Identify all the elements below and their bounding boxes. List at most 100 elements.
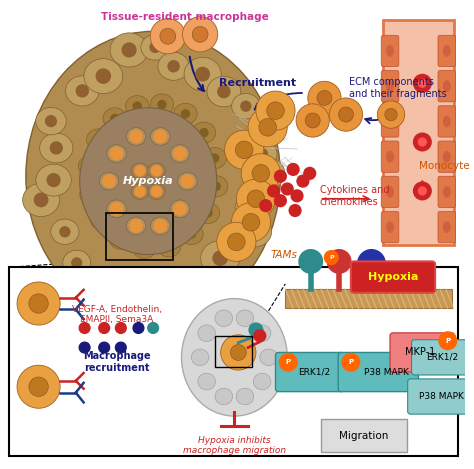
FancyBboxPatch shape	[381, 212, 399, 243]
FancyBboxPatch shape	[320, 419, 407, 452]
Circle shape	[116, 323, 126, 333]
FancyBboxPatch shape	[381, 106, 399, 137]
Circle shape	[173, 202, 187, 216]
Ellipse shape	[191, 349, 209, 366]
FancyBboxPatch shape	[408, 379, 474, 414]
Circle shape	[192, 26, 208, 42]
Ellipse shape	[386, 151, 394, 163]
Circle shape	[267, 102, 284, 120]
Text: P: P	[286, 359, 291, 365]
Text: P: P	[348, 359, 354, 365]
Text: VEGF-A, Endothelin,
EMAPII, Sema3A: VEGF-A, Endothelin, EMAPII, Sema3A	[72, 304, 162, 324]
Ellipse shape	[26, 31, 281, 321]
Circle shape	[328, 250, 351, 273]
Circle shape	[110, 113, 119, 123]
FancyBboxPatch shape	[351, 261, 435, 293]
FancyBboxPatch shape	[381, 141, 399, 172]
Circle shape	[150, 19, 185, 54]
Circle shape	[181, 174, 194, 188]
Text: MKP-1: MKP-1	[405, 348, 436, 357]
Circle shape	[248, 108, 287, 147]
Text: P38 MAPK: P38 MAPK	[419, 392, 465, 401]
Ellipse shape	[99, 172, 119, 190]
Circle shape	[129, 219, 143, 233]
Circle shape	[79, 342, 90, 353]
Circle shape	[116, 234, 126, 243]
Circle shape	[419, 187, 426, 195]
Ellipse shape	[386, 45, 394, 57]
Text: P: P	[329, 255, 334, 260]
Circle shape	[116, 342, 126, 353]
Circle shape	[164, 242, 174, 251]
Circle shape	[99, 342, 109, 353]
Circle shape	[127, 285, 139, 297]
Circle shape	[199, 128, 209, 137]
Ellipse shape	[173, 103, 197, 124]
Circle shape	[96, 68, 111, 84]
FancyBboxPatch shape	[411, 340, 472, 375]
Ellipse shape	[103, 108, 127, 129]
Ellipse shape	[192, 122, 216, 143]
Ellipse shape	[131, 184, 149, 199]
Ellipse shape	[83, 273, 113, 300]
Ellipse shape	[180, 224, 203, 245]
Circle shape	[211, 182, 221, 191]
Ellipse shape	[443, 115, 451, 127]
FancyBboxPatch shape	[338, 353, 419, 392]
Circle shape	[338, 107, 354, 122]
Ellipse shape	[170, 200, 190, 218]
Ellipse shape	[178, 172, 197, 190]
Circle shape	[252, 165, 270, 182]
Ellipse shape	[203, 148, 227, 169]
Circle shape	[121, 42, 137, 58]
Circle shape	[287, 164, 299, 175]
Ellipse shape	[443, 221, 451, 233]
Circle shape	[299, 250, 322, 273]
Text: ERK1/2: ERK1/2	[299, 368, 331, 377]
Circle shape	[308, 81, 341, 114]
Ellipse shape	[201, 241, 239, 276]
Circle shape	[133, 323, 144, 333]
Circle shape	[45, 115, 57, 127]
Text: ECM components
and their fragments: ECM components and their fragments	[349, 77, 447, 99]
Circle shape	[419, 79, 426, 87]
Ellipse shape	[40, 133, 73, 163]
Circle shape	[29, 377, 48, 396]
Ellipse shape	[107, 145, 127, 162]
Circle shape	[249, 323, 263, 337]
Circle shape	[129, 129, 143, 144]
Circle shape	[59, 226, 71, 237]
Ellipse shape	[84, 59, 123, 94]
Ellipse shape	[237, 216, 272, 247]
Text: Cytokines and
chemokines: Cytokines and chemokines	[319, 185, 389, 207]
Circle shape	[46, 173, 61, 187]
Ellipse shape	[51, 219, 79, 244]
Circle shape	[296, 104, 329, 137]
Circle shape	[260, 166, 274, 181]
Ellipse shape	[236, 310, 254, 326]
Circle shape	[195, 67, 210, 82]
Circle shape	[182, 17, 218, 52]
Ellipse shape	[63, 250, 91, 275]
Text: ERK1/2: ERK1/2	[426, 353, 458, 362]
Ellipse shape	[127, 217, 146, 234]
Circle shape	[151, 165, 163, 177]
Text: Macrophage
recruitment: Macrophage recruitment	[83, 351, 151, 373]
Circle shape	[247, 190, 265, 208]
Circle shape	[217, 222, 256, 261]
Ellipse shape	[107, 200, 127, 218]
FancyBboxPatch shape	[438, 70, 456, 102]
Circle shape	[29, 294, 48, 313]
Ellipse shape	[87, 129, 110, 150]
Ellipse shape	[157, 236, 181, 257]
Circle shape	[342, 354, 360, 371]
FancyBboxPatch shape	[390, 333, 455, 372]
Ellipse shape	[443, 151, 451, 163]
Circle shape	[210, 153, 219, 163]
Circle shape	[274, 195, 286, 207]
Circle shape	[297, 175, 309, 187]
FancyBboxPatch shape	[438, 106, 456, 137]
Circle shape	[217, 85, 231, 98]
Circle shape	[154, 129, 167, 144]
Text: Tissue-resident macrophage: Tissue-resident macrophage	[100, 12, 268, 22]
